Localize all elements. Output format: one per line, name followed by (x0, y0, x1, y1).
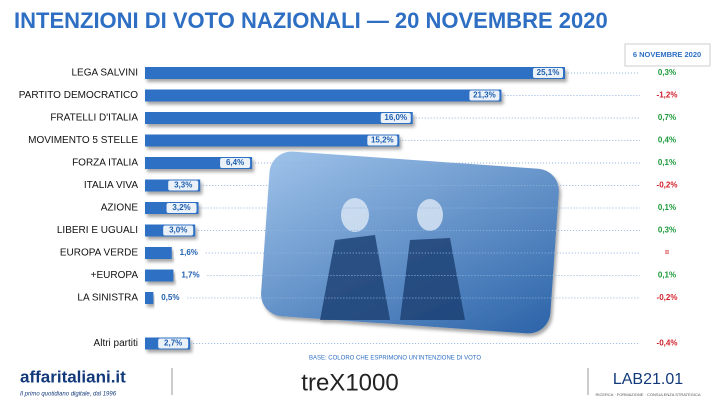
lab: LAB21.01 (613, 371, 683, 388)
bar (145, 67, 565, 79)
change-label: -1,2% (657, 91, 678, 100)
change-label: 0,7% (658, 113, 676, 122)
change-label: 0,3% (658, 68, 676, 77)
category-label: Altri partiti (94, 338, 138, 349)
category-label: EUROPA VERDE (60, 248, 138, 259)
value-label: 1,7% (181, 271, 199, 280)
value-label-box (173, 248, 204, 258)
value-label-box (155, 293, 186, 303)
category-label: AZIONE (101, 203, 139, 214)
bar (145, 269, 174, 282)
value-label: 3,2% (172, 203, 190, 212)
value-label-box (175, 270, 206, 281)
change-label: -0,2% (657, 293, 678, 302)
category-label: LA SINISTRA (77, 293, 138, 304)
value-label: 1,6% (180, 248, 198, 257)
value-label-box (367, 135, 398, 146)
change-header: 6 NOVEMBRE 2020 (633, 50, 701, 59)
value-label-box (163, 225, 194, 236)
bar (145, 247, 172, 259)
tagline: Il primo quotidiano digitale, dal 1996 (20, 392, 117, 398)
value-label-box (166, 203, 197, 213)
value-label-box (158, 338, 189, 349)
change-label: 0,1% (658, 271, 676, 280)
bar (145, 89, 502, 102)
change-label: 0,1% (658, 203, 676, 212)
change-label: -0,2% (657, 181, 678, 190)
value-label-box (469, 90, 500, 101)
value-label: 2,7% (164, 339, 182, 348)
value-label-box (220, 158, 251, 168)
note: BASE: COLORO CHE ESPRIMONO UN'INTENZIONE… (309, 356, 481, 362)
title: INTENZIONI DI VOTO NAZIONALI — 20 NOVEMB… (14, 8, 608, 33)
photo (261, 151, 559, 334)
value-label: 3,0% (169, 226, 187, 235)
bar (145, 112, 413, 124)
value-label-box (168, 180, 199, 191)
value-label: 15,2% (371, 136, 394, 145)
category-label: LIBERI E UGUALI (57, 225, 138, 236)
category-label: MOVIMENTO 5 STELLE (28, 135, 138, 146)
change-label: -0,4% (657, 339, 678, 348)
value-label: 25,1% (537, 68, 560, 77)
photo-bodies (320, 235, 465, 320)
change-label: = (665, 248, 670, 257)
category-label: FORZA ITALIA (72, 158, 138, 169)
value-label: 6,4% (226, 158, 244, 167)
photo-figure (417, 199, 443, 231)
category-label: ITALIA VIVA (84, 180, 138, 191)
value-label-box (533, 68, 563, 78)
value-label: 0,5% (161, 293, 179, 302)
change-label: 0,1% (658, 158, 676, 167)
value-label: 16,0% (384, 113, 407, 122)
photo-figure (341, 198, 369, 232)
lab-tagline: RICERCA · FORMAZIONE · CONSULENZA STRATE… (595, 392, 700, 397)
value-label: 3,3% (174, 181, 192, 190)
change-header-box (624, 43, 711, 67)
value-label: 21,3% (473, 91, 496, 100)
change-label: 0,3% (658, 226, 676, 235)
category-label: LEGA SALVINI (71, 68, 138, 79)
change-label: 0,4% (658, 136, 676, 145)
partner: treX1000 (301, 369, 398, 396)
brand: affaritaliani.it (20, 367, 126, 386)
bar (145, 134, 400, 147)
category-label: PARTITO DEMOCRATICO (19, 90, 138, 101)
category-label: +EUROPA (91, 270, 139, 281)
category-label: FRATELLI D'ITALIA (50, 113, 138, 124)
value-label-box (380, 113, 411, 123)
bar (145, 292, 154, 304)
